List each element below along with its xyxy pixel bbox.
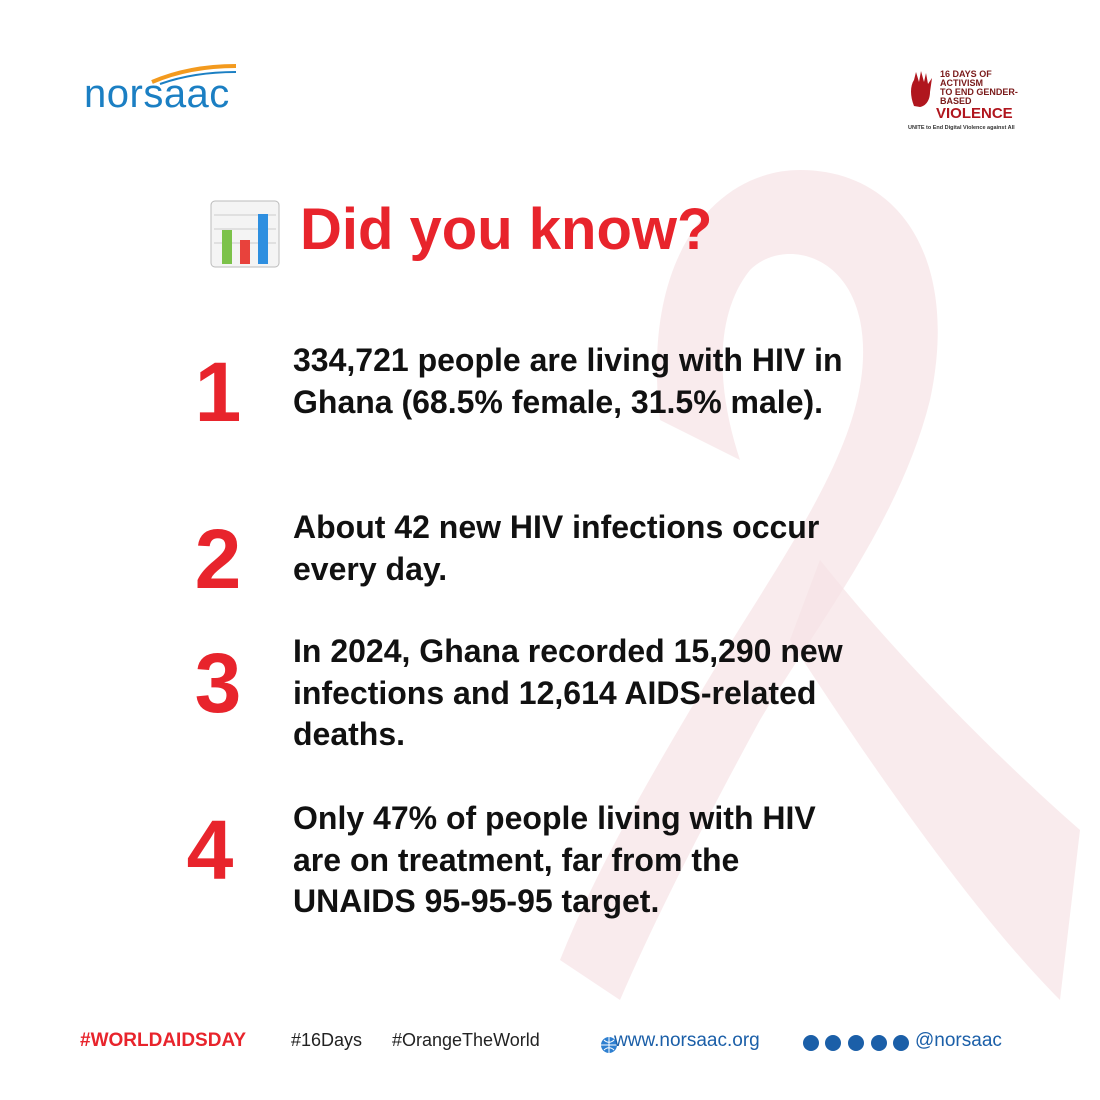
- hashtag: #OrangeTheWorld: [392, 1030, 540, 1050]
- fact-number: 2: [194, 512, 242, 606]
- fact-number: 3: [194, 636, 242, 730]
- fact-text: About 42 new HIV infections occur every …: [293, 509, 820, 587]
- chart-icon: [210, 200, 280, 268]
- fact-text: In 2024, Ghana recorded 15,290 new infec…: [293, 633, 843, 752]
- title: Did you know?: [300, 197, 713, 262]
- fact-text: Only 47% of people living with HIV are o…: [293, 800, 816, 919]
- handle[interactable]: @norsaac: [915, 1030, 1002, 1051]
- logo-swoosh: [151, 64, 237, 85]
- fact-number: 4: [186, 803, 234, 897]
- social-icons[interactable]: [802, 1034, 910, 1052]
- hand-icon: [911, 71, 932, 107]
- website[interactable]: www.norsaac.org: [614, 1030, 760, 1051]
- badge-title: VIOLENCE: [936, 105, 1013, 122]
- badge-line: TO END GENDER-BASED: [940, 87, 1018, 106]
- globe-icon: [601, 1037, 617, 1053]
- fact-number: 1: [194, 345, 242, 439]
- fact-text: 334,721 people are living with HIV in Gh…: [293, 342, 843, 420]
- hashtag: #16Days: [291, 1030, 363, 1050]
- badge-tagline: UNITE to End Digital Violence against Al…: [908, 125, 1015, 131]
- campaign-badge: 16 DAYS OF ACTIVISM TO END GENDER-BASED …: [908, 69, 1028, 132]
- badge-line: 16 DAYS OF ACTIVISM: [940, 69, 992, 88]
- hashtag-main: #WORLDAIDSDAY: [80, 1030, 247, 1051]
